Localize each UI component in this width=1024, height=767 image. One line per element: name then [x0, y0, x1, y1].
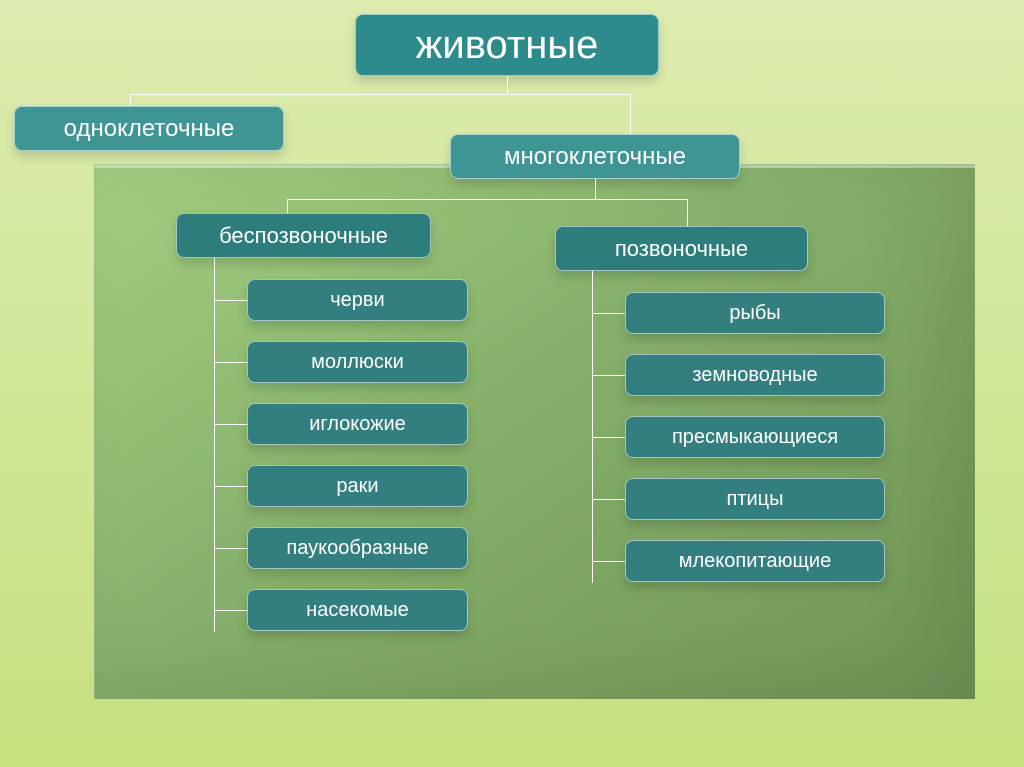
leaf-right-node: земноводные — [625, 354, 885, 396]
level1-right-node: многоклеточные — [450, 134, 740, 179]
connector — [214, 610, 247, 611]
connector — [287, 199, 288, 213]
connector — [592, 375, 625, 376]
connector — [630, 94, 631, 134]
leaf-left-node: паукообразные — [247, 527, 468, 569]
leaf-left-node: иглокожие — [247, 403, 468, 445]
connector — [214, 486, 247, 487]
leaf-left-node: раки — [247, 465, 468, 507]
connector — [687, 199, 688, 226]
connector — [592, 437, 625, 438]
connector — [214, 258, 215, 632]
connector — [130, 94, 131, 106]
level1-left-node: одноклеточные — [14, 106, 284, 151]
connector — [287, 199, 687, 200]
leaf-right-node: млекопитающие — [625, 540, 885, 582]
connector — [592, 499, 625, 500]
connector — [507, 76, 508, 94]
connector — [214, 362, 247, 363]
connector — [592, 313, 625, 314]
leaf-left-node: моллюски — [247, 341, 468, 383]
connector — [592, 271, 593, 583]
connector — [595, 179, 596, 199]
leaf-left-node: насекомые — [247, 589, 468, 631]
connector — [130, 94, 630, 95]
connector — [214, 424, 247, 425]
leaf-left-node: черви — [247, 279, 468, 321]
level2-left-node: беспозвоночные — [176, 213, 431, 258]
leaf-right-node: птицы — [625, 478, 885, 520]
connector — [214, 548, 247, 549]
level2-right-node: позвоночные — [555, 226, 808, 271]
leaf-right-node: пресмыкающиеся — [625, 416, 885, 458]
root-node: животные — [355, 14, 659, 76]
stage: животные одноклеточные многоклеточные бе… — [0, 0, 1024, 767]
connector — [592, 561, 625, 562]
connector — [214, 300, 247, 301]
leaf-right-node: рыбы — [625, 292, 885, 334]
